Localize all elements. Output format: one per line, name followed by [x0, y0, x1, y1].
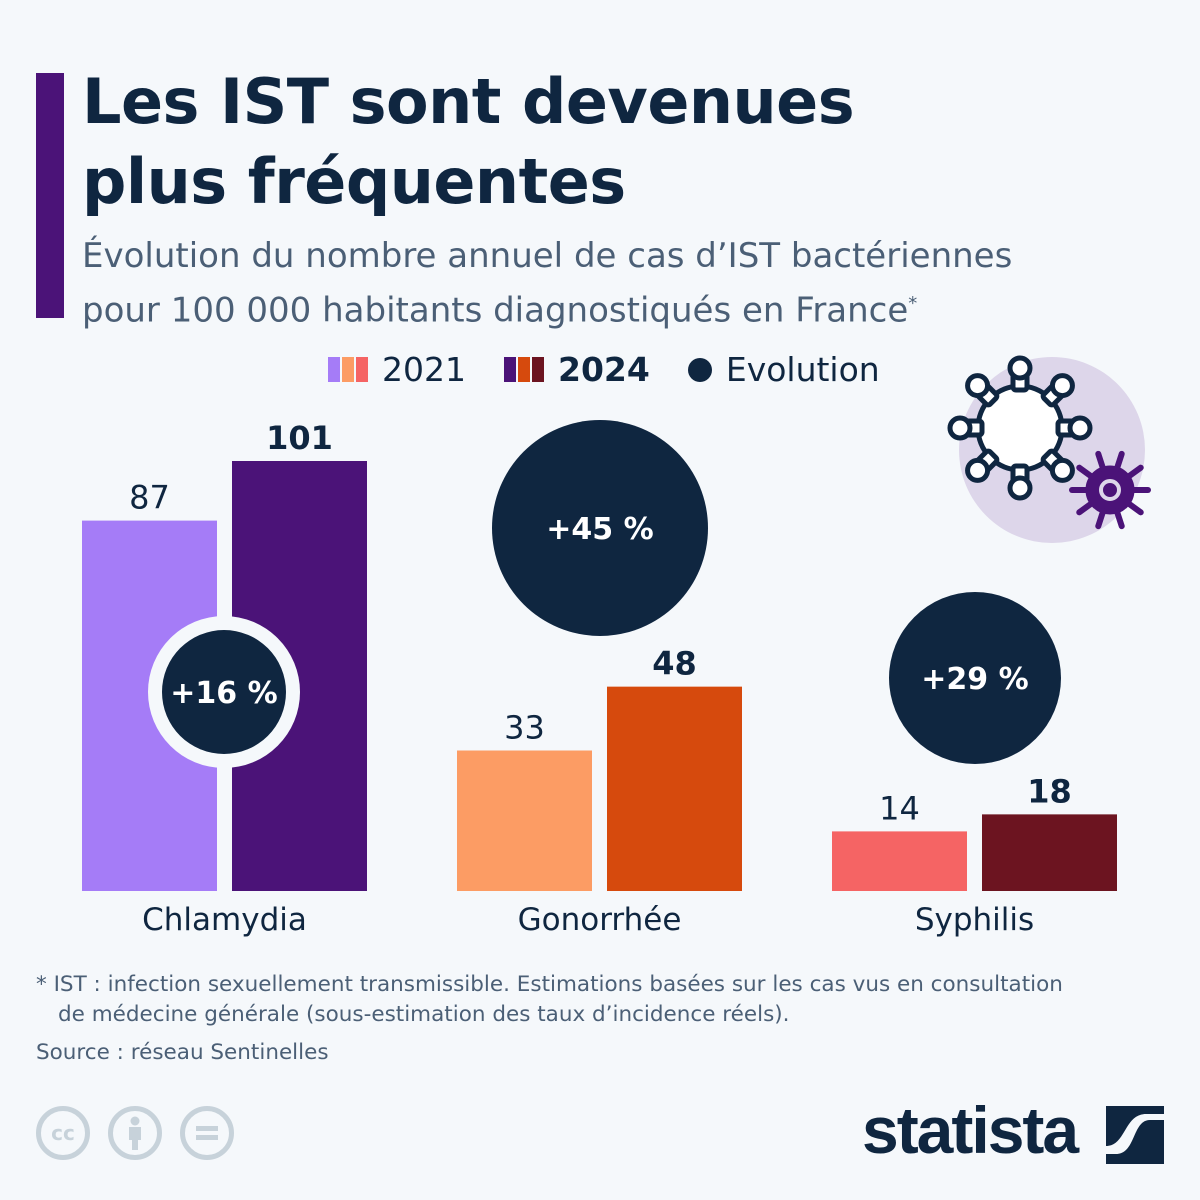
title-accent-bar [36, 73, 64, 318]
legend-label-evolution: Evolution [725, 350, 880, 389]
footnote-mark: * [908, 293, 918, 314]
subtitle-line-2: pour 100 000 habitants diagnostiqués en … [82, 290, 909, 331]
legend: 2021 2024 Evolution [328, 350, 880, 389]
legend-swatch [328, 357, 340, 382]
evolution-label: +16 % [170, 676, 277, 711]
no-derivatives-icon[interactable] [180, 1106, 234, 1160]
attribution-icon[interactable] [108, 1106, 162, 1160]
title-line-2: plus fréquentes [82, 145, 626, 218]
source: Source : réseau Sentinelles [36, 1040, 329, 1065]
cc-text: cc [51, 1121, 75, 1145]
legend-swatch [356, 357, 368, 382]
bars: 87 101 Chlamydia +16 % 33 48 Gonorrhée +45 % 14 1… [82, 419, 1117, 938]
legend-label-2021: 2021 [382, 350, 466, 389]
data-label: 87 [129, 479, 170, 517]
page-title: Les IST sont devenues plus fréquentes [82, 62, 855, 222]
legend-dot [687, 357, 712, 382]
data-label: 101 [266, 419, 333, 457]
subtitle: Évolution du nombre annuel de cas d’IST … [82, 232, 1012, 334]
bar-2024-1 [607, 686, 742, 891]
legend-swatch [517, 357, 530, 382]
cc-icon[interactable]: cc [36, 1106, 90, 1160]
data-label: 48 [652, 645, 697, 683]
category-label: Syphilis [915, 902, 1034, 938]
category-label: Gonorrhée [518, 902, 682, 938]
legend-swatch [531, 357, 544, 382]
evolution-bubble [492, 420, 708, 636]
legend-swatch [342, 357, 354, 382]
data-label: 18 [1027, 772, 1072, 810]
virus-illustration-icon [947, 355, 1151, 543]
footnote-line-1: * IST : infection sexuellement transmiss… [36, 972, 1063, 997]
evolution-label: +29 % [921, 662, 1028, 697]
bar-2021-2 [832, 831, 967, 891]
evolution-bubble [162, 630, 286, 754]
category-label: Chlamydia [142, 902, 307, 938]
legend-label-2024: 2024 [557, 350, 650, 389]
legend-swatch [503, 357, 516, 382]
data-label: 14 [879, 789, 920, 827]
subtitle-line-1: Évolution du nombre annuel de cas d’IST … [82, 236, 1013, 276]
title-line-1: Les IST sont devenues [82, 65, 855, 138]
statista-logo[interactable]: statista [862, 1093, 1079, 1167]
statista-logo-icon [1106, 1106, 1164, 1164]
bar-2021-1 [457, 750, 592, 891]
footnote-line-2: de médecine générale (sous-estimation de… [58, 1002, 790, 1027]
footnote: * IST : infection sexuellement transmiss… [36, 970, 1063, 1030]
data-label: 33 [504, 709, 545, 747]
evolution-label: +45 % [546, 512, 653, 547]
evolution-bubble [889, 592, 1061, 764]
bar-2024-2 [982, 814, 1117, 891]
